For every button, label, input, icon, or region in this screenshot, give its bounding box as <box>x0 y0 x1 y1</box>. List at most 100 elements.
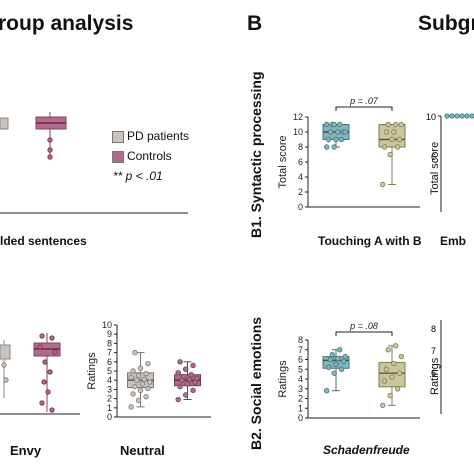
y-tick-label: 4 <box>298 374 303 384</box>
panel-b-title: Subgr <box>418 12 474 35</box>
data-point <box>338 136 345 143</box>
data-point <box>342 129 348 135</box>
data-point <box>327 129 334 135</box>
data-point <box>391 129 397 135</box>
data-point <box>333 361 339 368</box>
b2-row-label: B2. Social emotions <box>248 316 264 450</box>
data-point <box>324 144 330 150</box>
significance-bracket <box>335 106 393 111</box>
b2-right-tick-label: 7 <box>431 346 436 356</box>
data-point <box>396 370 403 376</box>
data-point <box>325 364 332 370</box>
data-point <box>381 378 388 384</box>
data-point <box>135 372 142 379</box>
b2-caption: Schadenfreude <box>323 443 410 457</box>
data-point <box>134 377 140 383</box>
a-top-point <box>47 154 53 160</box>
data-point <box>393 121 399 128</box>
legend-controls-label: Controls <box>127 149 172 163</box>
data-point <box>137 365 144 371</box>
b1-row-label: B1. Syntactic processing <box>248 71 264 238</box>
data-point <box>335 129 341 135</box>
data-point <box>145 360 151 367</box>
data-point <box>145 385 151 392</box>
b2-right-ylabel: Ratings <box>429 357 441 395</box>
data-point <box>128 404 134 410</box>
data-point <box>188 371 194 378</box>
y-tick-label: 0 <box>298 413 303 423</box>
data-point <box>130 391 136 397</box>
y-tick-label: 8 <box>107 338 112 348</box>
a-neutral-caption: Neutral <box>120 443 165 458</box>
panel-b-letter: B <box>247 12 263 35</box>
data-point <box>387 151 393 158</box>
y-axis-label: Total score <box>277 135 289 188</box>
b2-right-tick-label: 8 <box>431 324 436 334</box>
data-point <box>175 370 181 376</box>
data-point <box>333 136 339 143</box>
data-point <box>135 397 142 404</box>
data-point <box>393 343 399 349</box>
y-tick-label: 7 <box>298 345 303 355</box>
y-tick-label: 6 <box>298 355 303 365</box>
data-point <box>381 144 388 150</box>
data-point <box>143 371 149 377</box>
y-tick-label: 3 <box>298 384 303 394</box>
b1-right-ylabel: Total score <box>429 141 441 195</box>
y-tick-label: 0 <box>298 202 303 212</box>
significance-label: p = .08 <box>349 321 378 331</box>
y-tick-label: 1 <box>298 403 303 413</box>
y-tick-label: 1 <box>107 403 112 413</box>
data-point <box>177 383 183 390</box>
a-top-caption: lded sentences <box>0 234 87 248</box>
b1-right-tick-label: 6 <box>431 152 436 162</box>
data-point <box>327 356 334 363</box>
data-point <box>128 374 134 381</box>
y-tick-label: 5 <box>298 364 303 374</box>
y-tick-label: 10 <box>102 320 112 330</box>
data-point <box>141 376 147 382</box>
data-point <box>331 370 337 376</box>
data-point <box>385 121 391 128</box>
data-point <box>182 366 189 372</box>
data-point <box>337 347 343 353</box>
b1-right-points <box>444 113 474 119</box>
b2-right-tick-label: 6 <box>431 368 436 378</box>
data-point <box>398 121 404 128</box>
y-tick-label: 6 <box>107 357 112 367</box>
data-point <box>132 383 138 390</box>
data-point <box>389 374 395 380</box>
y-tick-label: 4 <box>298 172 303 182</box>
legend-pd-label: PD patients <box>127 129 190 143</box>
a-envy-pd-point <box>1 362 7 368</box>
b1-right-caption: Emb <box>440 234 467 248</box>
a-envy-controls-points <box>37 333 58 413</box>
legend-pd-swatch <box>112 131 124 143</box>
data-point <box>383 366 390 372</box>
data-point <box>340 358 347 365</box>
y-axis-label: Ratings <box>277 360 289 398</box>
data-point <box>184 381 191 387</box>
y-tick-label: 12 <box>293 112 303 122</box>
y-axis-label: Ratings <box>86 352 98 390</box>
a-top-point <box>47 137 53 143</box>
data-point <box>139 381 146 387</box>
y-tick-label: 2 <box>298 394 303 404</box>
data-point <box>147 379 153 385</box>
y-tick-label: 5 <box>107 366 112 376</box>
data-point <box>130 368 136 374</box>
box <box>378 124 406 148</box>
data-point <box>190 387 196 394</box>
legend-significance: ** p < .01 <box>113 169 163 183</box>
data-point <box>186 376 193 382</box>
b1-caption: Touching A with B <box>318 234 422 248</box>
y-tick-label: 2 <box>107 394 112 404</box>
data-point <box>391 360 397 367</box>
data-point <box>394 144 401 150</box>
a-top-pd-box <box>0 117 9 130</box>
data-point <box>387 392 393 399</box>
y-tick-label: 0 <box>107 412 112 422</box>
